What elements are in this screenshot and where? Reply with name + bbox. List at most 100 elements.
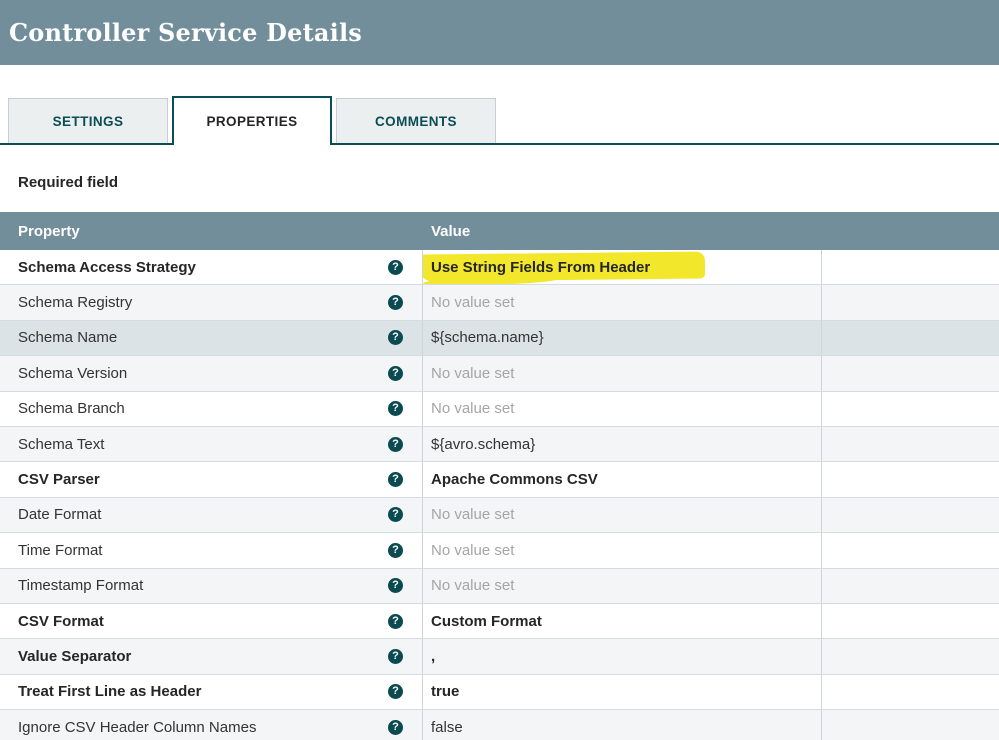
help-icon[interactable]: ? [388,295,403,311]
value-text: No value set [431,541,515,559]
help-icon[interactable]: ? [388,613,403,629]
property-value: Use String Fields From Header [423,250,822,285]
property-label: Schema Version [18,364,128,382]
value-text: No value set [431,294,515,312]
property-label: Treat First Line as Header [18,683,202,701]
table-row[interactable]: Schema Registry ? No value set [0,285,999,321]
highlight-annotation: Use String Fields From Header [423,251,706,282]
table-row[interactable]: Schema Text ? ${avro.schema} [0,426,999,463]
property-label: Schema Name [18,329,118,347]
value-text: ${schema.name} [431,329,544,347]
property-label: Schema Branch [18,400,125,418]
row-spacer [822,250,999,284]
help-icon[interactable]: ? [388,330,403,346]
row-spacer [822,498,999,532]
value-text: Apache Commons CSV [431,471,598,489]
property-name: Schema Registry ? [0,285,423,320]
tab-properties[interactable]: PROPERTIES [172,96,332,145]
column-header-value: Value [431,222,471,240]
property-value: No value set [423,497,822,533]
property-label: Time Format [18,541,103,559]
tab-settings-label: SETTINGS [52,113,124,129]
property-name: Value Separator ? [0,639,423,674]
property-name: Schema Version ? [0,356,423,391]
property-name: Timestamp Format ? [0,568,423,603]
property-value: No value set [423,285,822,320]
help-icon[interactable]: ? [388,472,403,488]
row-spacer [822,604,999,638]
help-icon[interactable]: ? [388,259,403,275]
property-label: Date Format [18,506,102,524]
property-label: Ignore CSV Header Column Names [18,718,257,736]
value-text: Use String Fields From Header [431,258,651,276]
help-icon[interactable]: ? [388,719,403,735]
dialog-header: Controller Service Details [0,0,999,65]
property-name: Schema Text ? [0,426,423,462]
property-label: Value Separator [18,647,132,665]
row-spacer [822,639,999,673]
required-field-note: Required field [18,174,119,191]
property-name: Date Format ? [0,497,423,533]
row-spacer [822,356,999,390]
help-icon[interactable]: ? [388,436,403,452]
table-row[interactable]: Time Format ? No value set [0,533,999,569]
row-spacer [822,321,999,355]
property-label: CSV Format [18,612,104,630]
table-header-row: Property Value [0,212,999,250]
table-row[interactable]: Timestamp Format ? No value set [0,568,999,604]
property-value: ${schema.name} [423,320,822,356]
property-value: true [423,674,822,710]
tab-settings[interactable]: SETTINGS [8,98,168,143]
table-row[interactable]: Ignore CSV Header Column Names ? false [0,710,999,740]
property-name: CSV Parser ? [0,462,423,497]
property-label: Timestamp Format [18,577,144,595]
property-value: No value set [423,533,822,568]
tab-properties-label: PROPERTIES [206,114,298,129]
table-row[interactable]: CSV Parser ? Apache Commons CSV [0,462,999,498]
table-row[interactable]: Schema Access Strategy ? Use String Fiel… [0,250,999,286]
value-text: true [431,683,460,701]
table-row[interactable]: Schema Branch ? No value set [0,391,999,427]
row-spacer [822,569,999,603]
property-label: Schema Access Strategy [18,258,196,276]
property-value: false [423,710,822,740]
property-value: No value set [423,391,822,426]
property-value: Custom Format [423,603,822,639]
table-row[interactable]: Value Separator ? , [0,639,999,675]
help-icon[interactable]: ? [388,507,403,523]
row-spacer [822,462,999,496]
property-name: Schema Branch ? [0,391,423,426]
property-value: Apache Commons CSV [423,462,822,497]
tab-comments[interactable]: COMMENTS [336,98,496,143]
help-icon[interactable]: ? [388,578,403,594]
property-name: Schema Name ? [0,320,423,356]
help-icon[interactable]: ? [388,684,403,700]
property-name: Ignore CSV Header Column Names ? [0,710,423,740]
help-icon[interactable]: ? [388,401,403,417]
row-spacer [822,285,999,319]
help-icon[interactable]: ? [388,542,403,558]
property-name: Time Format ? [0,533,423,568]
property-label: Schema Text [18,435,105,453]
value-text: false [431,718,463,736]
property-label: Schema Registry [18,294,133,312]
property-name: Treat First Line as Header ? [0,674,423,710]
table-row[interactable]: CSV Format ? Custom Format [0,603,999,640]
table-row[interactable]: Schema Name ? ${schema.name} [0,320,999,357]
property-label: CSV Parser [18,471,100,489]
help-icon[interactable]: ? [388,648,403,664]
row-spacer [822,427,999,461]
property-value: No value set [423,356,822,391]
tab-bar: SETTINGS PROPERTIES COMMENTS [0,96,999,145]
help-icon[interactable]: ? [388,365,403,381]
property-name: Schema Access Strategy ? [0,250,423,285]
table-row[interactable]: Date Format ? No value set [0,497,999,534]
tab-comments-label: COMMENTS [375,113,457,129]
table-row[interactable]: Treat First Line as Header ? true [0,674,999,711]
row-spacer [822,710,999,740]
column-header-property: Property [18,222,80,240]
value-text: No value set [431,400,515,418]
table-row[interactable]: Schema Version ? No value set [0,356,999,392]
value-text: ${avro.schema} [431,435,536,453]
row-spacer [822,533,999,567]
